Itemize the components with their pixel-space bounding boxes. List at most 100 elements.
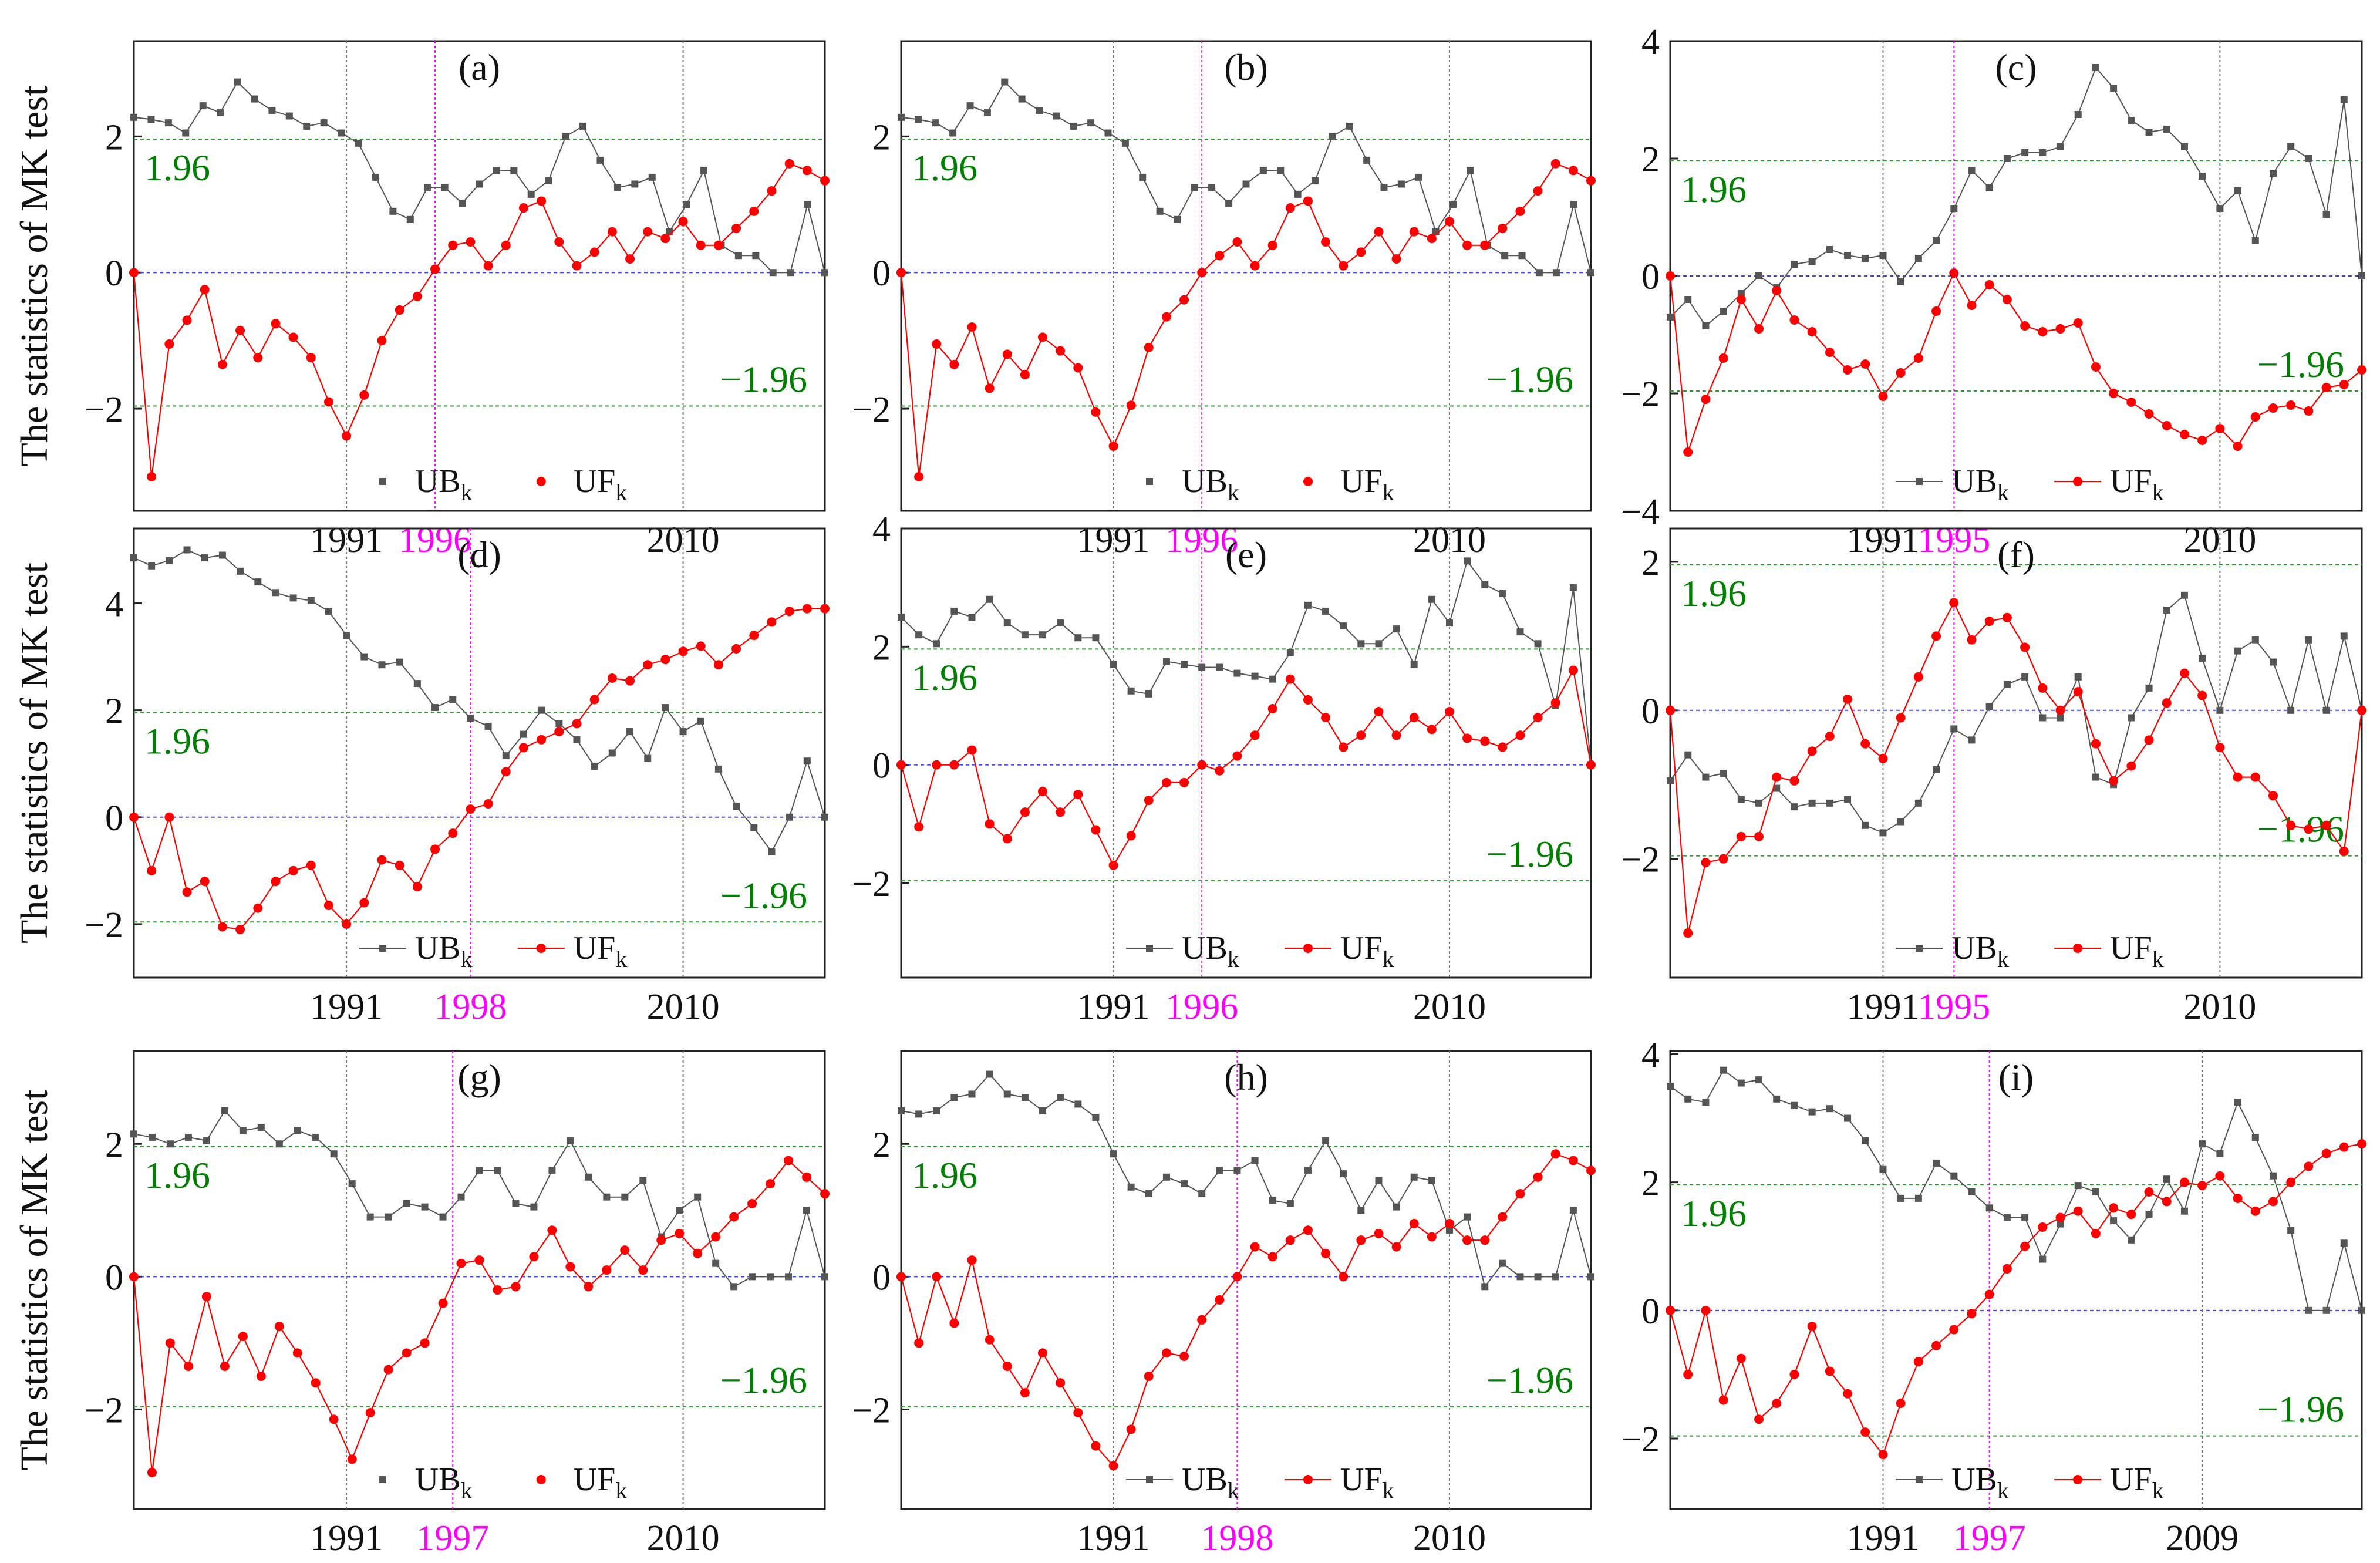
uf-point [2304, 406, 2314, 416]
uf-point [493, 1285, 503, 1295]
ub-point [1720, 1066, 1727, 1074]
uf-point [1108, 1461, 1118, 1471]
x-tick-label: 2010 [1413, 1518, 1486, 1558]
y-tick-label: 4 [1641, 1035, 1660, 1075]
uf-point [1825, 348, 1835, 357]
ub-point [1057, 1094, 1064, 1101]
ub-point [2358, 1306, 2365, 1314]
uf-point [412, 291, 422, 301]
uf-point [1807, 746, 1817, 756]
legend-marker-uf [2073, 1475, 2083, 1484]
ub-point [1501, 252, 1509, 260]
ub-point [1145, 1190, 1152, 1198]
uf-point [802, 604, 812, 614]
uf-point [1020, 370, 1030, 380]
legend-label: UB [415, 930, 461, 966]
legend-ub: UBk [1951, 1461, 2009, 1504]
uf-point [1250, 1242, 1260, 1252]
uf-series-line [133, 163, 825, 477]
uf-point [1161, 777, 1171, 787]
uf-point [1444, 217, 1454, 227]
ub-point [769, 269, 777, 277]
x-tick-label: 1991 [1846, 987, 1919, 1027]
ub-point [821, 1273, 828, 1281]
uf-point [547, 1225, 557, 1235]
ub-point [1702, 322, 1710, 329]
ub-point [2305, 636, 2312, 644]
legend-marker-ub [1146, 1476, 1153, 1483]
ub-point [1104, 129, 1112, 137]
ub-point [289, 594, 297, 602]
ub-point [966, 102, 974, 110]
y-tick-label: 0 [872, 746, 891, 786]
ub-point [1569, 584, 1577, 591]
legend-subscript: k [615, 1477, 627, 1504]
plot-frame [133, 527, 826, 979]
uf-point [377, 336, 387, 346]
uf-point [1267, 240, 1277, 250]
ub-point [1259, 167, 1267, 174]
uf-point [1550, 1149, 1560, 1159]
y-tick-label: −2 [1621, 840, 1660, 880]
uf-point [749, 206, 759, 216]
plot-frame [900, 1050, 1592, 1510]
uf-point [2286, 1177, 2296, 1187]
uf-point [1073, 789, 1083, 799]
ub-point [1174, 215, 1181, 223]
ub-point [562, 133, 569, 140]
uf-point [1896, 713, 1906, 723]
uf-point [1339, 261, 1349, 271]
ub-point [2199, 655, 2206, 662]
ub-point [613, 184, 621, 191]
ub-point [2163, 126, 2170, 133]
ub-point [1553, 269, 1560, 277]
uf-point [511, 1282, 521, 1292]
ub-point [1087, 119, 1095, 127]
legend-marker-ub [379, 945, 386, 952]
uf-point [1843, 1389, 1853, 1399]
uf-point [2162, 1197, 2172, 1207]
ub-point [1914, 1194, 1922, 1202]
uf-point [529, 1252, 539, 1262]
uf-point [2038, 1222, 2048, 1232]
uf-point [914, 822, 924, 832]
uf-point [949, 359, 959, 369]
ub-point [1375, 1177, 1383, 1184]
ub-point [1791, 261, 1798, 268]
ub-point [148, 1133, 156, 1141]
ub-point [1914, 799, 1922, 807]
ub-point [272, 589, 279, 597]
ub-point [750, 824, 758, 831]
ub-point [1755, 272, 1763, 279]
uf-point [147, 865, 157, 875]
ub-point [303, 122, 311, 130]
ub-point [683, 201, 690, 208]
ub-point [413, 680, 421, 688]
uf-point [2126, 761, 2136, 771]
ub-point [1092, 634, 1100, 642]
ub-point [1001, 78, 1009, 86]
uf-point [2126, 1210, 2136, 1220]
uf-point [2144, 1187, 2154, 1197]
ub-point [1879, 252, 1887, 259]
ub-point [2003, 1214, 2011, 1221]
y-tick-label: −4 [1621, 492, 1660, 532]
uf-point [200, 285, 210, 295]
ub-point [803, 1207, 811, 1214]
legend: UBk UFk [1126, 930, 1394, 972]
uf-point [1480, 1235, 1490, 1245]
legend-subscript: k [615, 946, 627, 972]
uf-point [1056, 1378, 1066, 1388]
y-axis-title: The statistics of MK test [13, 1090, 56, 1471]
uf-point [2020, 321, 2030, 331]
legend: UBk UFk [1896, 463, 2164, 506]
ub-point [355, 139, 362, 147]
uf-point [660, 234, 670, 244]
ub-point [1985, 184, 1993, 191]
uf-point [412, 882, 422, 892]
ub-point [366, 1213, 374, 1221]
uf-point [235, 925, 245, 935]
